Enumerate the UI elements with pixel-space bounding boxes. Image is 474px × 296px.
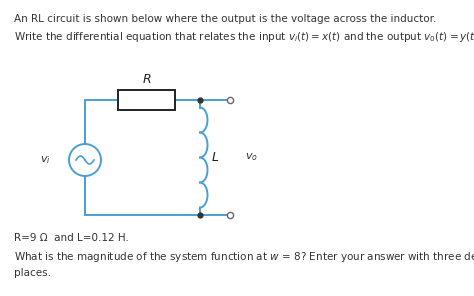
Text: $v_i$: $v_i$ [40, 154, 51, 166]
Text: $L$: $L$ [211, 151, 220, 164]
Text: R=9 Ω  and L=0.12 H.: R=9 Ω and L=0.12 H. [14, 233, 129, 243]
Text: Write the differential equation that relates the input $v_i(t) = x(t)$ and the o: Write the differential equation that rel… [14, 30, 474, 44]
Bar [118, 90, 175, 110]
Text: What is the magnitude of the system function at $w$ = 8? Enter your answer with : What is the magnitude of the system func… [14, 250, 474, 264]
Text: An RL circuit is shown below where the output is the voltage across the inductor: An RL circuit is shown below where the o… [14, 14, 437, 24]
Text: $v_o$: $v_o$ [245, 152, 258, 163]
Text: places.: places. [14, 268, 51, 278]
Text: $R$: $R$ [142, 73, 151, 86]
Bar [118, 90, 175, 110]
